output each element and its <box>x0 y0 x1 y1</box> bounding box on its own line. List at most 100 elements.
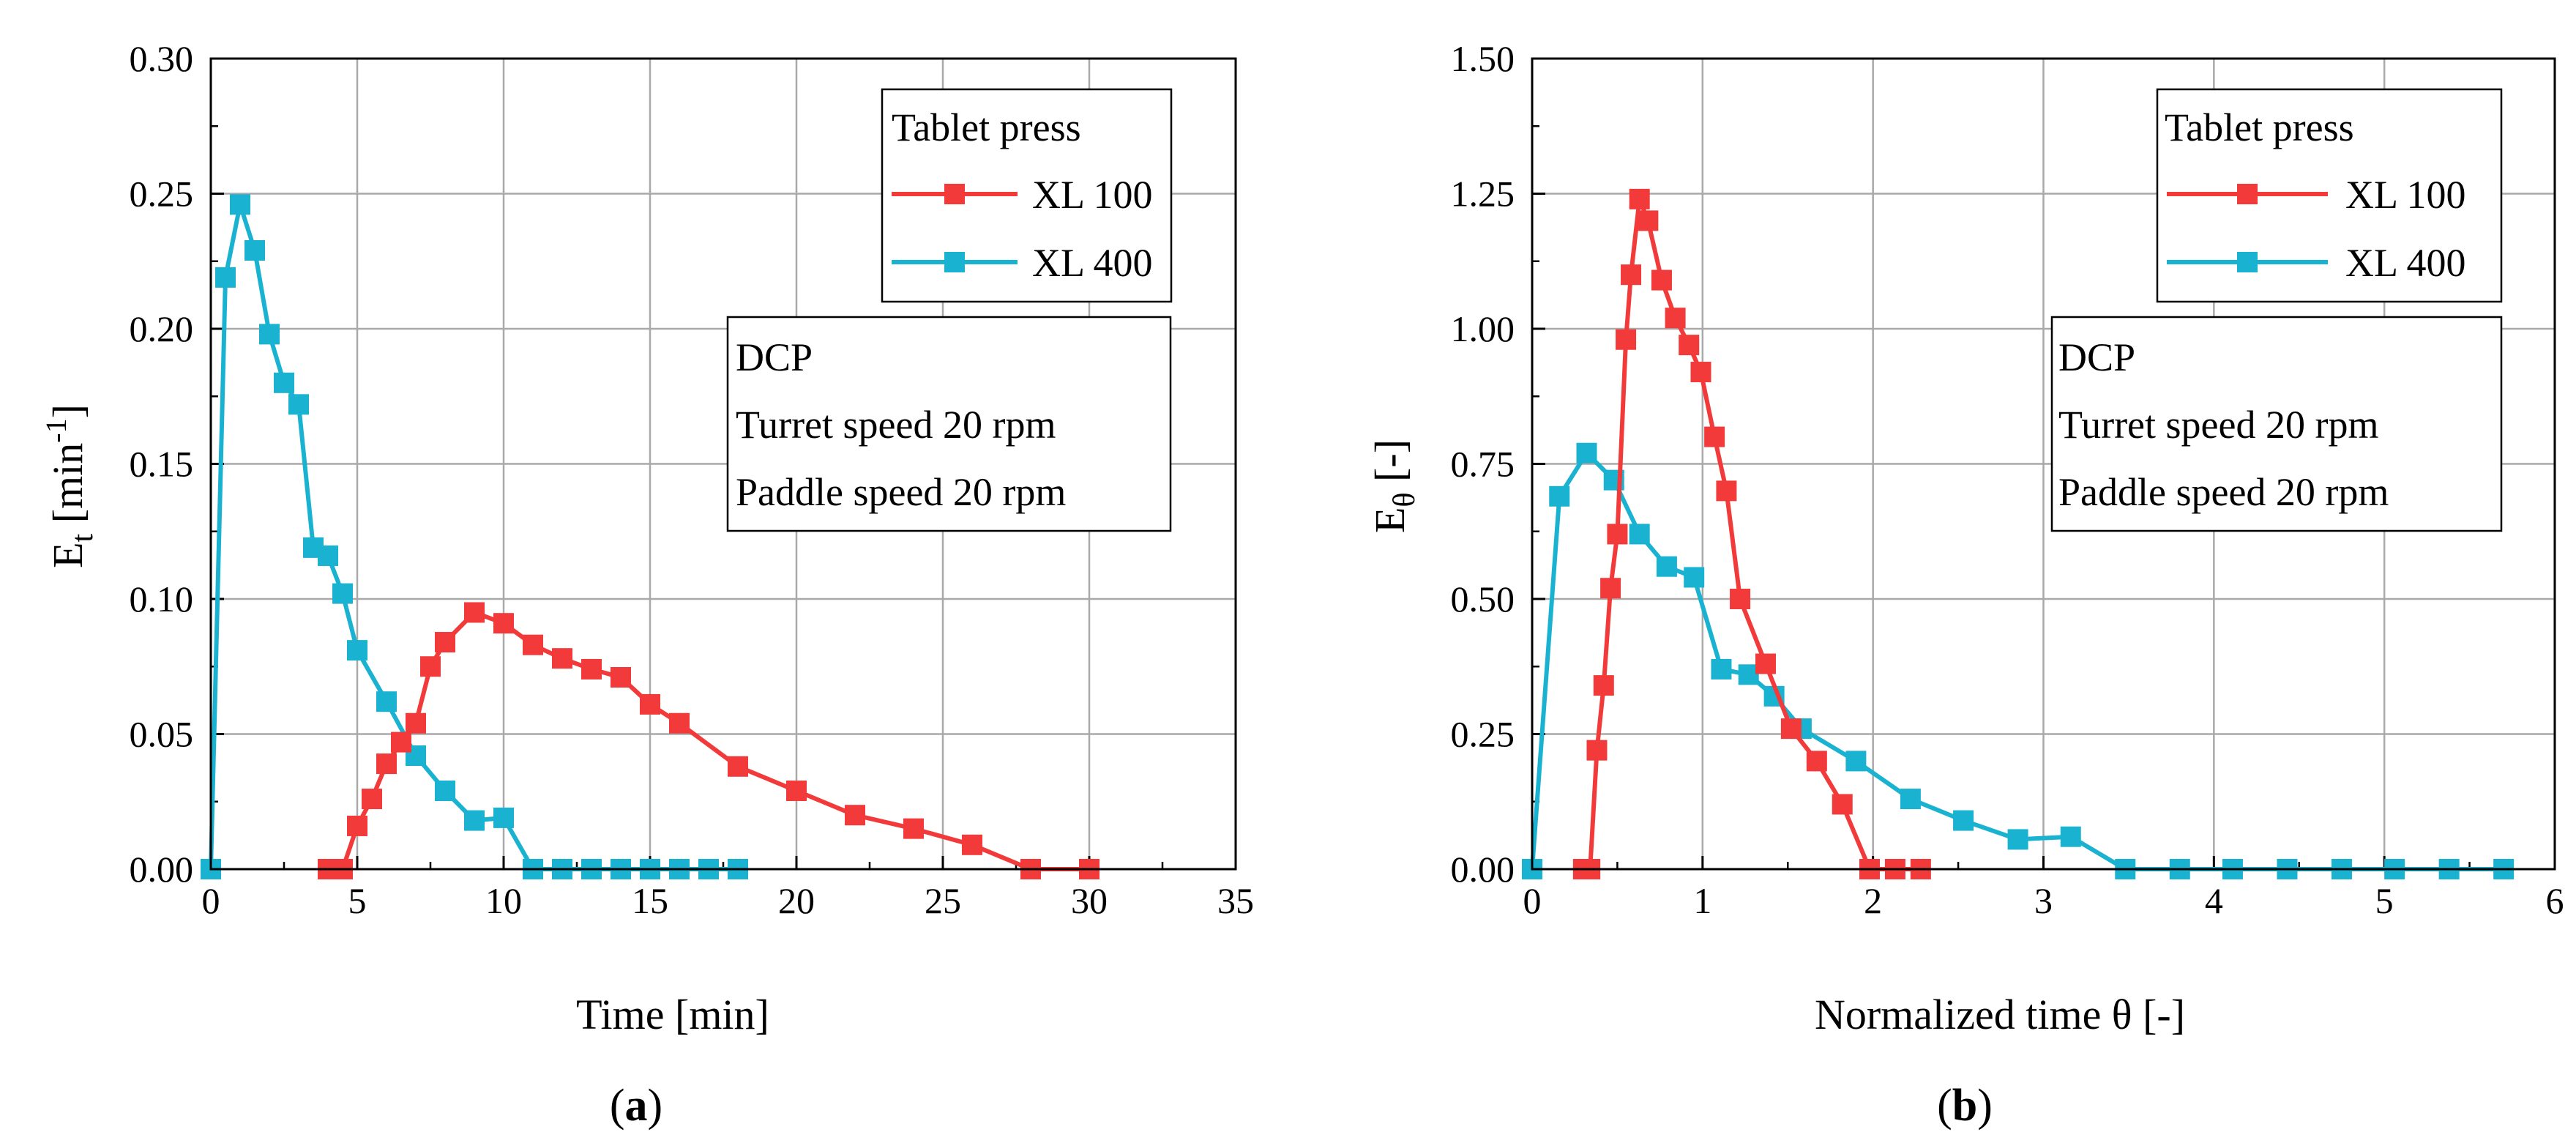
panel-a-x-axis-title: Time [min] <box>576 991 769 1038</box>
panel-a-label-letter: a <box>625 1081 648 1131</box>
panel-b-y-axis-title: Eθ [-] <box>1366 439 1422 533</box>
panel-a-point-xl400 <box>259 324 280 345</box>
panel-a-annotation-line-1: DCP <box>736 335 813 379</box>
panel-a-point-xl400 <box>493 807 514 828</box>
panel-b-annotation-line-1: DCP <box>2058 335 2135 379</box>
panel-b-point-xl400 <box>1549 485 1570 507</box>
panel-b-y-tick-label: 1.00 <box>1451 308 1515 349</box>
panel-b-y-tick-label: 0.75 <box>1451 444 1515 485</box>
panel-a-x-tick-label: 30 <box>1071 880 1108 921</box>
panel-a-point-xl400 <box>347 640 367 661</box>
panel-a-y-axis-title-base: E <box>44 542 92 567</box>
panel-a-point-xl100 <box>523 634 543 655</box>
panel-a-y-tick-label: 0.20 <box>130 308 194 349</box>
panel-b-y-tick-label: 0.25 <box>1451 714 1515 755</box>
panel-b-tick-labels: 0 1 2 3 4 5 6 0.00 0.25 0.50 0.75 1.00 1.25 1.50 <box>1451 38 2564 921</box>
panel-a-y-tick-label: 0.05 <box>130 714 194 755</box>
panel-a-point-xl400 <box>215 267 236 288</box>
panel-a-time-chart: 0 5 10 15 20 25 30 35 0.00 0.05 0.10 0.15 0.20 0.25 0.… <box>40 38 1254 1131</box>
panel-a-annotation-line-2: Turret speed 20 rpm <box>736 403 1056 447</box>
panel-b-point-xl100 <box>1679 335 1700 356</box>
panel-a-point-xl100 <box>406 712 426 734</box>
panel-b-normalized-chart: 0 1 2 3 4 5 6 0.00 0.25 0.50 0.75 1.00 1.25 1.50 Norm… <box>1366 38 2564 1131</box>
panel-b-series <box>1522 188 2515 879</box>
panel-a-legend-label-xl100: XL 100 <box>1032 173 1152 217</box>
panel-a-point-xl100 <box>362 789 382 810</box>
panel-b-annotation: DCP Turret speed 20 rpm Paddle speed 20 … <box>2050 316 2503 532</box>
panel-a-point-xl100 <box>552 648 572 669</box>
panel-b-point-xl400 <box>1845 751 1867 772</box>
panel-a-x-tick-label: 25 <box>925 880 961 921</box>
panel-b-y-tick-label: 1.50 <box>1451 38 1515 79</box>
panel-a-series-line-xl400 <box>209 202 738 871</box>
panel-a-x-tick-label: 5 <box>348 880 367 921</box>
panel-b-point-xl100 <box>1716 480 1737 502</box>
panel-a-x-tick-label: 15 <box>632 880 668 921</box>
panel-b-y-tick-label: 1.25 <box>1451 174 1515 215</box>
panel-a-point-xl100 <box>420 656 441 677</box>
panel-b-point-xl400 <box>1656 556 1677 577</box>
panel-b-point-xl100 <box>1690 362 1711 383</box>
panel-b-point-xl100 <box>1730 589 1751 609</box>
panel-b-point-xl400 <box>2060 826 2081 847</box>
panel-a-y-tick-label: 0.30 <box>130 38 194 79</box>
panel-b-x-tick-label: 0 <box>1523 880 1542 921</box>
panel-b-y-axis-title-sub: θ <box>1388 492 1422 507</box>
panel-b-point-xl100 <box>1593 675 1614 696</box>
panel-b-point-xl100 <box>1607 524 1628 545</box>
panel-a-y-tick-label: 0.25 <box>130 174 194 215</box>
panel-a-point-xl100 <box>493 613 514 634</box>
panel-a-point-xl400 <box>376 691 397 712</box>
panel-b-x-tick-label: 3 <box>2034 880 2053 921</box>
panel-b-point-xl400 <box>1684 567 1705 588</box>
panel-a-y-tick-label: 0.10 <box>130 578 194 619</box>
panel-b-point-xl100 <box>1629 188 1650 209</box>
panel-b-x-tick-label: 6 <box>2546 880 2564 921</box>
panel-a-point-xl100 <box>464 602 485 623</box>
panel-a-y-axis-title-sub: t <box>66 533 100 542</box>
panel-a-point-xl100 <box>903 818 924 839</box>
panel-a-point-xl100 <box>962 834 982 855</box>
panel-b-y-axis-title-base: E <box>1366 507 1414 533</box>
panel-a-point-xl400 <box>464 810 485 831</box>
panel-a-point-xl400 <box>435 780 455 801</box>
panel-a-legend-marker-xl400 <box>944 252 965 272</box>
panel-a-x-tick-label: 0 <box>202 880 220 921</box>
panel-a-point-xl100 <box>640 693 660 715</box>
panel-a-point-xl400 <box>244 239 265 261</box>
panel-b-point-xl100 <box>1704 426 1725 447</box>
panel-b-point-xl100 <box>1806 751 1827 772</box>
panel-a-point-xl100 <box>435 632 455 653</box>
panel-a-point-xl100 <box>376 753 397 775</box>
panel-b-point-xl100 <box>1780 718 1802 740</box>
panel-b-x-tick-label: 4 <box>2205 880 2223 921</box>
panel-a-point-xl400 <box>318 545 338 566</box>
panel-b-legend-label-xl100: XL 100 <box>2345 173 2465 217</box>
panel-a-annotation: DCP Turret speed 20 rpm Paddle speed 20 … <box>726 316 1172 532</box>
panel-b-point-xl400 <box>1711 658 1732 680</box>
panel-b-point-xl400 <box>1576 442 1597 463</box>
panel-b-annotation-line-2: Turret speed 20 rpm <box>2058 403 2378 447</box>
panel-a-legend-title: Tablet press <box>892 105 1081 149</box>
panel-a-point-xl100 <box>391 731 411 753</box>
panel-a-x-tick-label: 10 <box>485 880 522 921</box>
panel-b-point-xl100 <box>1755 653 1776 674</box>
panel-b-x-tick-label: 1 <box>1693 880 1711 921</box>
panel-a-point-xl400 <box>332 583 353 604</box>
panel-a-y-tick-label: 0.00 <box>130 849 194 890</box>
panel-b-point-xl100 <box>1586 740 1608 761</box>
panel-b-point-xl100 <box>1600 578 1621 599</box>
panel-a-y-axis-title-unit: [min <box>44 443 92 534</box>
panel-a-point-xl100 <box>728 756 748 777</box>
panel-b-point-xl100 <box>1651 269 1672 291</box>
panel-b-annotation-box <box>2050 316 2503 532</box>
panel-b-point-xl400 <box>2007 829 2028 850</box>
panel-b-point-xl100 <box>1832 794 1853 815</box>
panel-b-point-xl400 <box>1953 810 1974 831</box>
panel-b-label: (b) <box>1937 1081 1993 1131</box>
panel-a-point-xl100 <box>611 667 631 688</box>
panel-a-annotation-line-3: Paddle speed 20 rpm <box>736 470 1066 514</box>
panel-b-legend-title: Tablet press <box>2165 105 2354 149</box>
panel-b-plot-frame <box>1531 57 2556 871</box>
panel-b-annotation-line-3: Paddle speed 20 rpm <box>2058 470 2389 514</box>
